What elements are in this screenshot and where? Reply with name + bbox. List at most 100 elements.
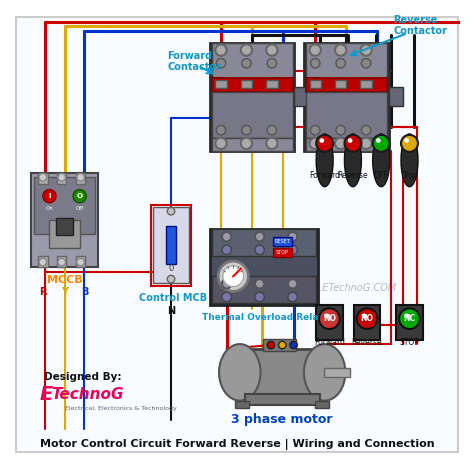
Circle shape xyxy=(404,138,409,143)
Circle shape xyxy=(241,44,252,56)
Text: Control MCB: Control MCB xyxy=(139,293,207,303)
Bar xyxy=(354,305,380,340)
Circle shape xyxy=(222,232,231,241)
Text: WWW.ETechnoG.COM: WWW.ETechnoG.COM xyxy=(291,283,396,292)
Circle shape xyxy=(345,135,361,152)
Circle shape xyxy=(58,258,65,266)
Circle shape xyxy=(336,58,346,68)
Text: RESET: RESET xyxy=(274,239,290,244)
Circle shape xyxy=(335,44,346,56)
Bar xyxy=(245,394,320,405)
Text: 3 phase motor: 3 phase motor xyxy=(231,413,333,426)
Bar xyxy=(211,229,316,256)
Ellipse shape xyxy=(304,344,346,401)
Bar xyxy=(396,305,423,340)
Text: Trip: Trip xyxy=(402,171,416,180)
Circle shape xyxy=(362,314,366,318)
Text: TechnoG: TechnoG xyxy=(51,387,124,402)
Bar xyxy=(35,177,95,234)
Bar xyxy=(210,229,318,305)
Text: R: R xyxy=(39,287,46,297)
Text: MCCB: MCCB xyxy=(47,275,82,285)
Circle shape xyxy=(310,58,320,68)
Bar xyxy=(306,43,387,78)
Circle shape xyxy=(58,174,65,181)
Text: OFF: OFF xyxy=(374,171,389,180)
Circle shape xyxy=(357,308,377,329)
Bar xyxy=(56,218,73,235)
Text: Off: Off xyxy=(75,206,84,211)
Text: Thermal Overload Relay: Thermal Overload Relay xyxy=(202,313,324,322)
Bar xyxy=(306,138,387,151)
Circle shape xyxy=(335,138,346,149)
Text: N: N xyxy=(167,306,175,316)
Circle shape xyxy=(310,138,321,149)
Circle shape xyxy=(288,292,297,302)
Circle shape xyxy=(39,174,46,181)
Bar xyxy=(240,349,325,396)
Circle shape xyxy=(288,232,297,241)
Bar xyxy=(273,237,292,246)
Circle shape xyxy=(167,275,175,283)
Text: Forward: Forward xyxy=(314,338,345,347)
Bar xyxy=(324,368,350,377)
Bar xyxy=(294,87,309,106)
Text: NO: NO xyxy=(361,314,374,323)
Bar xyxy=(306,92,387,138)
Circle shape xyxy=(222,292,231,302)
Circle shape xyxy=(288,245,297,255)
Circle shape xyxy=(73,190,86,203)
Ellipse shape xyxy=(219,344,261,401)
Bar xyxy=(211,43,292,78)
Bar xyxy=(210,43,294,151)
Circle shape xyxy=(266,138,277,149)
Circle shape xyxy=(319,138,324,143)
Bar xyxy=(76,173,85,184)
Bar xyxy=(310,80,321,88)
Circle shape xyxy=(255,279,264,288)
Bar xyxy=(31,173,99,267)
Bar xyxy=(76,256,85,267)
Circle shape xyxy=(376,138,381,143)
Text: Reverse: Reverse xyxy=(352,338,383,347)
Circle shape xyxy=(77,174,84,181)
Bar xyxy=(57,173,66,184)
Ellipse shape xyxy=(316,134,333,187)
Circle shape xyxy=(216,58,226,68)
Text: Forward
Contactor: Forward Contactor xyxy=(167,51,221,72)
Bar xyxy=(235,401,249,408)
Text: Motor Control Circuit Forward Reverse | Wiring and Connection: Motor Control Circuit Forward Reverse | … xyxy=(40,439,434,450)
Circle shape xyxy=(222,279,231,288)
Bar xyxy=(211,92,292,138)
Text: NO: NO xyxy=(323,314,336,323)
Bar xyxy=(166,227,176,264)
Circle shape xyxy=(242,125,251,135)
Bar xyxy=(215,80,227,88)
Circle shape xyxy=(404,314,409,318)
Circle shape xyxy=(222,245,231,255)
Bar xyxy=(153,207,189,283)
Circle shape xyxy=(401,135,418,152)
Circle shape xyxy=(360,138,372,149)
Text: E: E xyxy=(40,385,54,403)
Circle shape xyxy=(267,125,277,135)
Bar xyxy=(315,401,329,408)
Bar xyxy=(38,256,47,267)
Circle shape xyxy=(348,138,353,143)
Bar xyxy=(49,219,80,248)
Bar xyxy=(304,43,389,151)
Bar xyxy=(360,80,372,88)
Circle shape xyxy=(360,44,372,56)
Circle shape xyxy=(242,58,251,68)
Circle shape xyxy=(255,292,264,302)
Text: 0: 0 xyxy=(168,264,173,273)
Text: STOP: STOP xyxy=(400,338,419,347)
Bar xyxy=(57,256,66,267)
Text: WWW.ETechnoG.COM: WWW.ETechnoG.COM xyxy=(244,99,349,109)
Circle shape xyxy=(266,44,277,56)
Bar xyxy=(38,173,47,184)
Ellipse shape xyxy=(401,134,418,187)
Circle shape xyxy=(267,341,275,349)
Bar xyxy=(151,205,191,285)
Bar xyxy=(264,339,296,351)
